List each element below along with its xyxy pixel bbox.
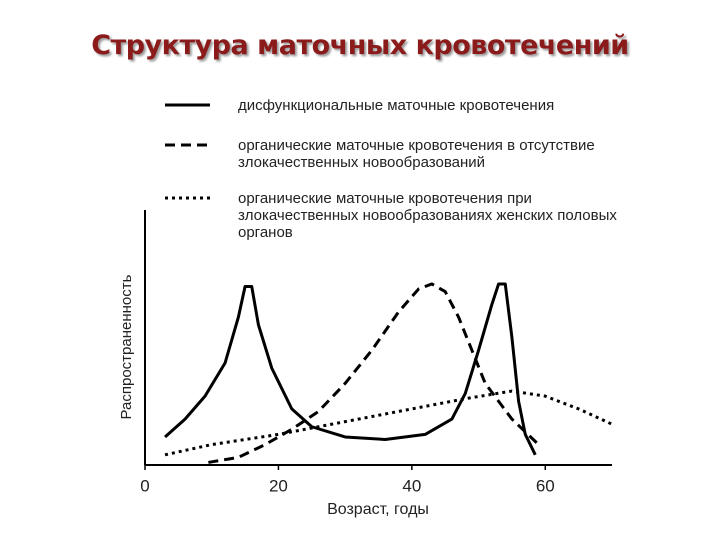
x-tick-label: 60 <box>536 476 555 495</box>
legend-label: органические маточные кровотечения при з… <box>238 190 617 241</box>
x-axis-label: Возраст, годы <box>327 501 429 518</box>
x-tick-label: 20 <box>269 476 288 495</box>
chart-title: Структура маточных кровотечений <box>91 30 629 61</box>
legend-label: дисфункциональные маточные кровотечения <box>238 97 555 114</box>
series-line <box>164 389 613 457</box>
y-axis-label: Распространенность <box>118 274 135 419</box>
x-tick-label: 40 <box>402 476 421 495</box>
x-tick-label: 0 <box>140 476 149 495</box>
legend-label: органические маточные кровотечения в отс… <box>238 137 595 171</box>
series-line <box>164 282 537 456</box>
series-line <box>208 282 540 464</box>
